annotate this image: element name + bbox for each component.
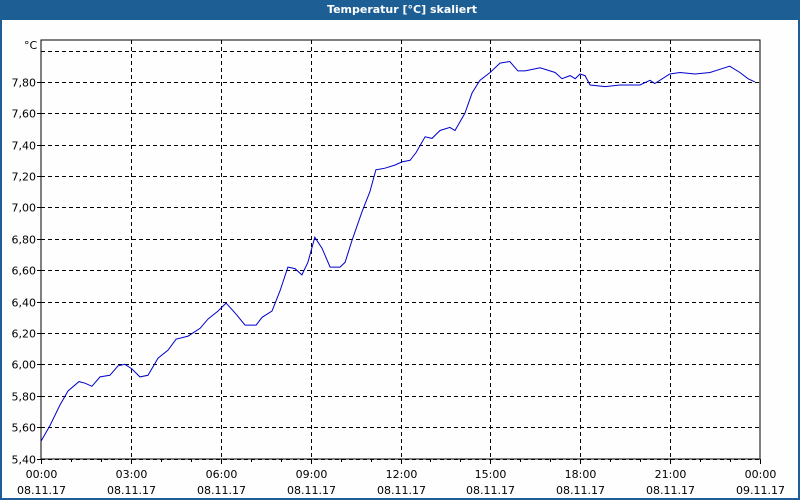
x-tick-date: 08.11.17 (646, 484, 695, 497)
x-tick-time: 21:00 (655, 468, 687, 481)
y-tick-label: 7,20 (12, 171, 37, 184)
y-tick-label: 7,00 (12, 202, 37, 215)
x-tick-time: 09:00 (296, 468, 328, 481)
x-tick-date: 08.11.17 (107, 484, 156, 497)
y-tick-label: 6,20 (12, 328, 37, 341)
y-unit-label: °C (24, 39, 38, 52)
y-tick-label: 5,40 (12, 454, 37, 467)
x-tick-date: 08.11.17 (466, 484, 515, 497)
x-tick-date: 08.11.17 (287, 484, 336, 497)
grid-lines (41, 40, 760, 460)
y-tick-label: 6,00 (12, 359, 37, 372)
x-tick-time: 00:00 (745, 468, 777, 481)
y-tick-label: 6,80 (12, 234, 37, 247)
x-tick-time: 06:00 (206, 468, 238, 481)
x-tick-time: 12:00 (386, 468, 418, 481)
x-tick-time: 00:00 (26, 468, 58, 481)
plot-area-border (40, 39, 761, 460)
x-axis: 00:00 08.11.17 03:00 08.11.17 06:00 08.11.17 0… (17, 459, 785, 497)
x-tick-date: 08.11.17 (377, 484, 426, 497)
x-tick-date: 08.11.17 (17, 484, 66, 497)
temperature-line (40, 60, 756, 442)
x-tick-time: 18:00 (565, 468, 597, 481)
y-tick-label: 7,80 (12, 77, 37, 90)
x-tick-date: 08.11.17 (197, 484, 246, 497)
x-tick-date: 08.11.17 (556, 484, 605, 497)
y-axis: 5,40 5,60 5,80 6,00 6,20 6,40 6,60 6,80 7,00 7,20… (12, 77, 41, 467)
x-tick-time: 03:00 (116, 468, 148, 481)
x-tick-time: 15:00 (475, 468, 507, 481)
chart-title: Temperatur [°C] skaliert (2, 0, 800, 20)
y-tick-label: 5,60 (12, 422, 37, 435)
y-tick-label: 5,80 (12, 391, 37, 404)
y-tick-label: 6,40 (12, 297, 37, 310)
y-tick-label: 6,60 (12, 265, 37, 278)
y-tick-label: 7,40 (12, 140, 37, 153)
y-tick-label: 7,60 (12, 108, 37, 121)
x-tick-date: 09.11.17 (736, 484, 785, 497)
